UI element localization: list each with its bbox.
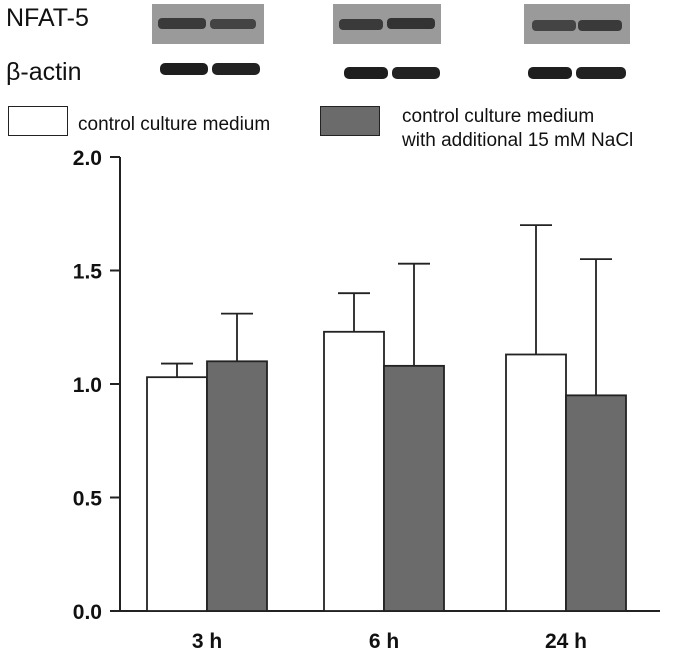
- y-tick-label: 0.5: [73, 488, 103, 511]
- blot-band-24h-actin: [528, 67, 626, 79]
- legend-label-control-line: control culture medium: [78, 114, 271, 135]
- blot-label-beta-actin: β-actin: [6, 58, 82, 86]
- chart-labels: 0.0 0.5 1.0 1.5 2.0 3 h 6 h 24 h: [73, 147, 587, 653]
- x-tick-label: 6 h: [369, 630, 399, 653]
- y-tick-label: 2.0: [73, 147, 102, 170]
- legend-swatch-nacl: [320, 106, 380, 136]
- y-tick-label: 0.0: [73, 601, 102, 624]
- blot-band-3h-actin: [160, 63, 260, 75]
- bar: [505, 353, 567, 612]
- x-tick-label: 3 h: [192, 630, 222, 653]
- legend-label-control: control culture medium: [78, 113, 270, 137]
- bar: [383, 364, 445, 612]
- blot-band-3h-nfat5: [152, 4, 264, 44]
- blot-label-nfat5: NFAT-5: [6, 4, 89, 32]
- bar: [206, 360, 268, 612]
- y-tick-label: 1.0: [73, 374, 102, 397]
- blot-band-6h-actin: [344, 67, 440, 79]
- bar: [565, 394, 627, 612]
- legend-swatch-control: [8, 106, 68, 136]
- blot-band-24h-nfat5: [524, 4, 630, 44]
- legend-label-nacl-line-1: control culture medium: [402, 106, 595, 127]
- legend-label-nacl: control culture medium with additional 1…: [402, 105, 633, 153]
- y-tick-label: 1.5: [73, 261, 103, 284]
- chart-bars: [146, 224, 627, 612]
- x-tick-label: 24 h: [545, 630, 587, 653]
- blot-band-6h-nfat5: [333, 4, 441, 44]
- bar: [146, 376, 208, 612]
- legend-label-nacl-line-2: with additional 15 mM NaCl: [402, 130, 634, 151]
- bar: [323, 330, 385, 612]
